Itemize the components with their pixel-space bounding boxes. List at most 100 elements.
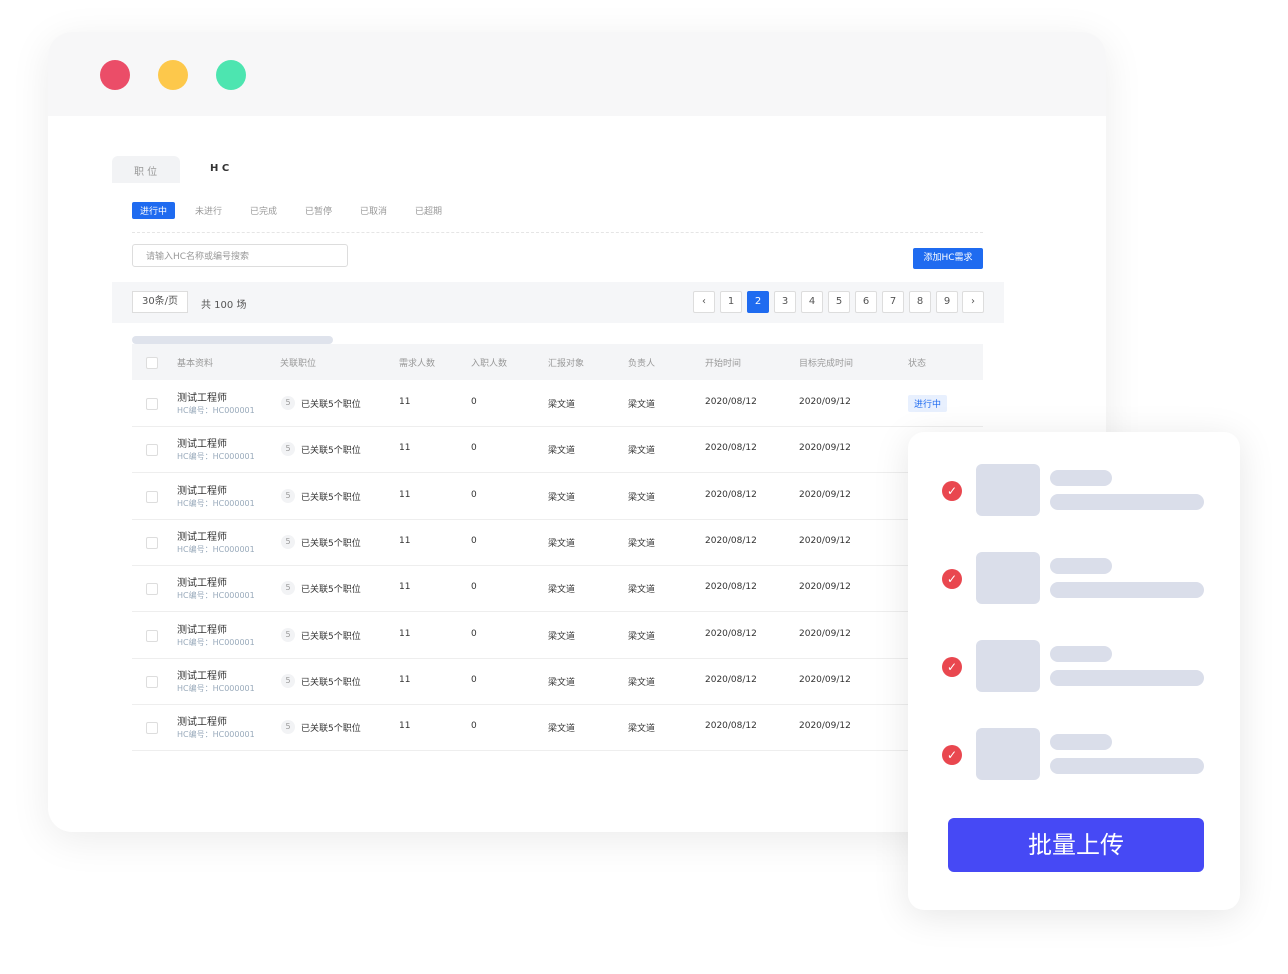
linked-jobs: 已关联5个职位 bbox=[301, 400, 361, 410]
checkbox[interactable] bbox=[146, 675, 158, 688]
search-box[interactable] bbox=[132, 244, 348, 267]
page-number[interactable]: 6 bbox=[855, 291, 877, 313]
cell: 2020/08/12 bbox=[705, 674, 757, 685]
hc-code: HC编号：HC000001 bbox=[177, 544, 255, 554]
page-number[interactable]: 2 bbox=[747, 291, 769, 313]
cell: 0 bbox=[471, 628, 477, 639]
cell: 2020/09/12 bbox=[799, 628, 851, 639]
cell: 梁文道 bbox=[548, 724, 576, 735]
cell: 0 bbox=[471, 721, 477, 732]
cell: 梁文道 bbox=[628, 492, 656, 503]
job-count: 5 bbox=[281, 396, 295, 410]
column-header: 需求人数 bbox=[399, 359, 436, 369]
linked-jobs: 已关联5个职位 bbox=[301, 492, 361, 503]
status-filter[interactable]: 已暂停 bbox=[305, 207, 333, 217]
cell: 2020/09/12 bbox=[799, 674, 851, 685]
cell: 0 bbox=[471, 674, 477, 685]
prev[interactable]: ‹ bbox=[693, 291, 715, 313]
line-long bbox=[1050, 670, 1204, 686]
job-count: 5 bbox=[281, 627, 295, 642]
page-number[interactable]: 3 bbox=[774, 291, 796, 313]
cell: 梁文道 bbox=[548, 585, 576, 596]
hc-name: 测试工程师 bbox=[177, 485, 227, 497]
column-header: 入职人数 bbox=[471, 359, 508, 369]
dot-yellow bbox=[158, 60, 188, 90]
page-number[interactable]: 4 bbox=[801, 291, 823, 313]
hc-name: 测试工程师 bbox=[177, 439, 227, 451]
hc-name: 测试工程师 bbox=[177, 670, 227, 682]
hc-code: HC编号：HC000001 bbox=[177, 637, 255, 647]
table-header bbox=[132, 344, 983, 380]
check-icon: ✓ bbox=[942, 657, 962, 677]
scrollbar bbox=[132, 336, 333, 344]
divider bbox=[132, 232, 983, 233]
checkbox[interactable] bbox=[146, 536, 158, 549]
row-border bbox=[132, 518, 983, 520]
dot-green bbox=[216, 60, 246, 90]
checkbox[interactable] bbox=[146, 398, 158, 410]
status-filter[interactable]: 已完成 bbox=[250, 207, 278, 217]
cell: 2020/08/12 bbox=[705, 721, 757, 732]
line-short bbox=[1050, 470, 1112, 486]
cell: 2020/09/12 bbox=[799, 489, 851, 500]
hc-name: 测试工程师 bbox=[177, 393, 227, 404]
hc-code: HC编号：HC000001 bbox=[177, 730, 255, 740]
next[interactable]: › bbox=[962, 291, 984, 313]
title-bar bbox=[48, 32, 1106, 116]
column-header: 关联职位 bbox=[280, 359, 317, 369]
check-icon: ✓ bbox=[942, 745, 962, 765]
hc-name: 测试工程师 bbox=[177, 531, 227, 543]
cell: 梁文道 bbox=[628, 677, 656, 688]
tab[interactable]: 职 位 bbox=[134, 167, 158, 178]
thumb bbox=[976, 464, 1040, 516]
add-button[interactable]: 添加HC需求 bbox=[913, 248, 983, 269]
row-border bbox=[132, 750, 983, 752]
checkbox[interactable] bbox=[146, 629, 158, 642]
cell: 梁文道 bbox=[548, 631, 576, 642]
checkbox[interactable] bbox=[146, 490, 158, 503]
column-header: 开始时间 bbox=[705, 359, 742, 369]
checkbox[interactable] bbox=[146, 583, 158, 596]
hc-code: HC编号：HC000001 bbox=[177, 452, 255, 462]
hc-name: 测试工程师 bbox=[177, 717, 227, 729]
hc-code: HC编号：HC000001 bbox=[177, 591, 255, 601]
hc-name: 测试工程师 bbox=[177, 624, 227, 636]
job-count: 5 bbox=[281, 673, 295, 688]
cell: 梁文道 bbox=[548, 492, 576, 503]
hc-code: HC编号：HC000001 bbox=[177, 683, 255, 693]
cell: 0 bbox=[471, 397, 477, 407]
page-number[interactable]: 7 bbox=[882, 291, 904, 313]
line-long bbox=[1050, 758, 1204, 774]
cell: 梁文道 bbox=[548, 677, 576, 688]
cell: 梁文道 bbox=[628, 446, 656, 457]
dot-red bbox=[100, 60, 130, 90]
status-filter[interactable]: 进行中 bbox=[132, 202, 176, 219]
upload-card: 批量上传 ✓ ✓ ✓ ✓ bbox=[908, 432, 1240, 910]
status-filter[interactable]: 已取消 bbox=[360, 207, 388, 217]
page-number[interactable]: 5 bbox=[828, 291, 850, 313]
status-filter[interactable]: 已超期 bbox=[415, 207, 443, 217]
column-header: 状态 bbox=[908, 359, 927, 369]
column-header: 汇报对象 bbox=[548, 359, 585, 369]
cell: 梁文道 bbox=[548, 400, 576, 410]
cell: 11 bbox=[399, 535, 411, 546]
checkbox[interactable] bbox=[146, 444, 158, 457]
checkbox[interactable] bbox=[146, 722, 158, 735]
hc-name: 测试工程师 bbox=[177, 578, 227, 590]
status-filter[interactable]: 未进行 bbox=[195, 207, 223, 217]
cell: 2020/08/12 bbox=[705, 489, 757, 500]
page-size[interactable]: 30条/页 bbox=[132, 291, 188, 313]
job-count: 5 bbox=[281, 720, 295, 735]
column-header: 基本资料 bbox=[177, 359, 214, 369]
upload-button[interactable]: 批量上传 bbox=[948, 818, 1204, 872]
checkbox[interactable] bbox=[146, 357, 158, 369]
page-number[interactable]: 1 bbox=[720, 291, 742, 313]
cell: 2020/09/12 bbox=[799, 535, 851, 546]
page-number[interactable]: 9 bbox=[936, 291, 958, 313]
thumb bbox=[976, 640, 1040, 692]
linked-jobs: 已关联5个职位 bbox=[301, 631, 361, 642]
thumb bbox=[976, 552, 1040, 604]
page-number[interactable]: 8 bbox=[909, 291, 931, 313]
tab[interactable]: H C bbox=[210, 163, 230, 174]
cell: 11 bbox=[399, 443, 411, 454]
